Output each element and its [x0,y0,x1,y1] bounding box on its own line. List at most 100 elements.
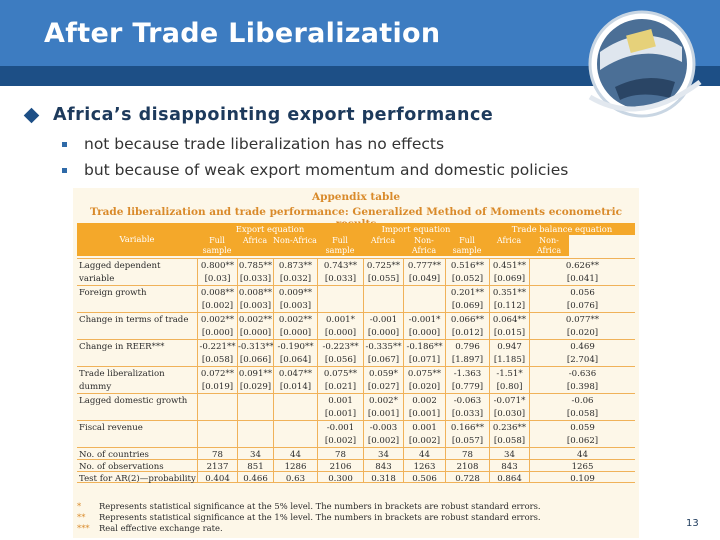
table-cell: -0.221** [0.058] [197,340,237,366]
table-cell: 0.166** [0.057] [445,421,489,447]
table-cell: 851 [237,460,273,472]
cell-value: [0.000] [239,328,272,338]
table-cell: 0.002 [0.001] [403,394,445,420]
cell-value: [0.000] [201,328,234,338]
cell-value: 34 [250,450,261,460]
note-text: Represents statistical significance at t… [99,501,541,511]
table-cell: -0.003 [0.002] [363,421,403,447]
cell-value: 0.743** [323,261,358,271]
cell-value: 0.516** [450,261,485,271]
table-cell: 0.002** [0.000] [197,313,237,339]
cell-value: [0.020] [408,382,441,392]
table-cell: -0.063 [0.033] [445,394,489,420]
table-cell: 0.002** [0.000] [273,313,317,339]
cell-value: 34 [504,450,515,460]
table-cell: 0.300 [317,472,363,484]
cell-value: [0.001] [408,409,441,419]
cell-value: [0.003] [239,301,272,311]
cell-value: [0.021] [324,382,357,392]
cell-value: 0.451** [492,261,527,271]
cell-value: 0.873** [278,261,313,271]
cell-value: [0.002] [367,436,400,446]
cell-value: 2137 [206,462,229,472]
table-row: Fiscal revenue -0.001 [0.002] -0.003 [0.002]… [77,420,635,447]
column-subheader: Non-Africa [403,235,445,256]
group-header: Import equation [343,223,489,235]
cell-value: 0.064** [492,315,527,325]
cell-value: 843 [375,462,392,472]
cell-value: 0.009** [278,288,313,298]
table-row: Lagged domestic growth 0.001 [0.001] 0.002*… [77,393,635,420]
cell-value: 0.236** [492,423,527,433]
cell-value: [0.049] [408,274,441,284]
cell-value: -0.001 [369,315,398,325]
table-cell: 0.066** [0.012] [445,313,489,339]
cell-value: 0.351** [492,288,527,298]
cell-value: [0.020] [566,328,599,338]
cell-value: 0.469 [570,342,595,352]
column-subheader: Non-Africa [529,235,569,256]
cell-value: [0.027] [367,382,400,392]
cell-value: -0.071* [493,396,526,406]
table-cell [273,421,317,447]
table-cell: 78 [317,448,363,460]
table-cell: 0.056 [0.076] [529,286,635,312]
cell-value: 0.785** [238,261,273,271]
cell-value: [0.033] [451,409,484,419]
table-cell: 0.404 [197,472,237,484]
cell-value: 1265 [571,462,594,472]
table-cell: -0.335** [0.067] [363,340,403,366]
column-subheader: Non-Africa [273,235,317,256]
table-cell: 0.63 [273,472,317,484]
table-cell [237,421,273,447]
cell-value: [0.000] [367,328,400,338]
table-row: Trade liberalization dummy 0.072** [0.019]… [77,366,635,393]
diamond-bullet-icon [23,107,40,123]
cell-value: 44 [290,450,301,460]
table-cell: 0.785** [0.033] [237,259,273,285]
cell-value: 0.066** [450,315,485,325]
table-cell: 0.008** [0.002] [197,286,237,312]
cell-value: 0.777** [407,261,442,271]
row-label: Fiscal revenue [79,423,143,433]
cell-value: 0.075** [323,369,358,379]
cell-value: 0.047** [278,369,313,379]
cell-value: [0.398] [566,382,599,392]
cell-value: [0.000] [408,328,441,338]
cell-value: -0.001 [326,423,355,433]
note: *** Real effective exchange rate. [77,523,541,534]
note: * Represents statistical significance at … [77,501,541,512]
cell-value: -0.063 [453,396,482,406]
cell-value: [0.80] [496,382,523,392]
title-bar-stripe [0,66,720,86]
table-cell: 0.800** [0.03] [197,259,237,285]
table-cell: 0.626** [0.041] [529,259,635,285]
table-cell: -0.001* [0.000] [403,313,445,339]
table-cell: 0.728 [445,472,489,484]
cell-value: [0.066] [239,355,272,365]
cell-value: [0.002] [201,301,234,311]
table-cell: 0.091** [0.029] [237,367,273,393]
cell-value: -0.186** [406,342,443,352]
cell-value: -0.003 [369,423,398,433]
table-cell: 0.001* [0.000] [317,313,363,339]
note-text: Real effective exchange rate. [99,523,223,533]
cell-value: [0.001] [324,409,357,419]
table-cell [273,394,317,420]
cell-value: 0.002** [238,315,273,325]
cell-value: 0.002** [278,315,313,325]
table-cell: -1.363 [0.779] [445,367,489,393]
cell-value: [0.03] [204,274,231,284]
note-text: Represents statistical significance at t… [99,512,541,522]
cell-value: 78 [212,450,223,460]
group-header: Export equation [197,223,343,235]
cell-value: [0.067] [367,355,400,365]
table-cell: 2108 [445,460,489,472]
main-bullet-text: Africa’s disappointing export performanc… [53,105,494,125]
row-label: No. of countries [79,450,149,460]
cell-value: 0.072** [200,369,235,379]
cell-value: [0.071] [408,355,441,365]
cell-value: 0.318 [371,474,396,484]
cell-value: [2.704] [566,355,599,365]
column-subheader: Full sample [445,235,489,256]
